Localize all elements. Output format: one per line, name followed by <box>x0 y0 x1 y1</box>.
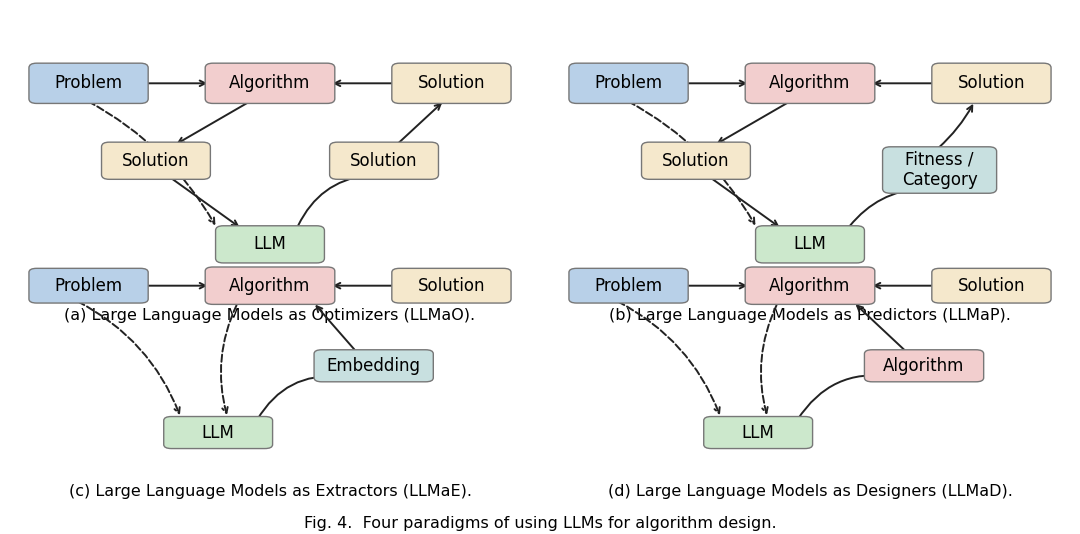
FancyBboxPatch shape <box>29 268 148 303</box>
FancyBboxPatch shape <box>745 63 875 104</box>
FancyBboxPatch shape <box>882 147 997 193</box>
Text: (c) Large Language Models as Extractors (LLMaE).: (c) Large Language Models as Extractors … <box>68 484 472 499</box>
Text: Algorithm: Algorithm <box>769 277 851 295</box>
Text: Fitness /
Category: Fitness / Category <box>902 151 977 190</box>
FancyBboxPatch shape <box>864 350 984 382</box>
Text: Embedding: Embedding <box>326 357 421 375</box>
FancyBboxPatch shape <box>569 63 688 104</box>
Text: Solution: Solution <box>350 152 418 170</box>
Text: LLM: LLM <box>742 423 774 442</box>
Text: Problem: Problem <box>594 74 663 92</box>
Text: Solution: Solution <box>662 152 730 170</box>
Text: Solution: Solution <box>418 74 485 92</box>
Text: Algorithm: Algorithm <box>229 277 311 295</box>
Text: LLM: LLM <box>254 235 286 253</box>
Text: Solution: Solution <box>958 277 1025 295</box>
Text: (b) Large Language Models as Predictors (LLMaP).: (b) Large Language Models as Predictors … <box>609 308 1011 323</box>
FancyBboxPatch shape <box>704 417 812 449</box>
Text: Algorithm: Algorithm <box>883 357 964 375</box>
Text: Solution: Solution <box>958 74 1025 92</box>
FancyBboxPatch shape <box>745 267 875 304</box>
Text: LLM: LLM <box>202 423 234 442</box>
Text: Solution: Solution <box>122 152 190 170</box>
FancyBboxPatch shape <box>205 63 335 104</box>
FancyBboxPatch shape <box>392 63 511 104</box>
Text: Problem: Problem <box>594 277 663 295</box>
FancyBboxPatch shape <box>29 63 148 104</box>
Text: (a) Large Language Models as Optimizers (LLMaO).: (a) Large Language Models as Optimizers … <box>65 308 475 323</box>
FancyBboxPatch shape <box>164 417 272 449</box>
FancyBboxPatch shape <box>329 142 438 179</box>
FancyBboxPatch shape <box>314 350 433 382</box>
FancyBboxPatch shape <box>932 268 1051 303</box>
Text: LLM: LLM <box>794 235 826 253</box>
FancyBboxPatch shape <box>216 226 324 263</box>
FancyBboxPatch shape <box>102 142 211 179</box>
FancyBboxPatch shape <box>569 268 688 303</box>
FancyBboxPatch shape <box>642 142 751 179</box>
Text: Algorithm: Algorithm <box>229 74 311 92</box>
Text: Problem: Problem <box>54 277 123 295</box>
FancyBboxPatch shape <box>932 63 1051 104</box>
Text: Problem: Problem <box>54 74 123 92</box>
FancyBboxPatch shape <box>205 267 335 304</box>
Text: Solution: Solution <box>418 277 485 295</box>
FancyBboxPatch shape <box>756 226 864 263</box>
Text: Fig. 4.  Four paradigms of using LLMs for algorithm design.: Fig. 4. Four paradigms of using LLMs for… <box>303 516 777 531</box>
Text: (d) Large Language Models as Designers (LLMaD).: (d) Large Language Models as Designers (… <box>608 484 1012 499</box>
FancyBboxPatch shape <box>392 268 511 303</box>
Text: Algorithm: Algorithm <box>769 74 851 92</box>
